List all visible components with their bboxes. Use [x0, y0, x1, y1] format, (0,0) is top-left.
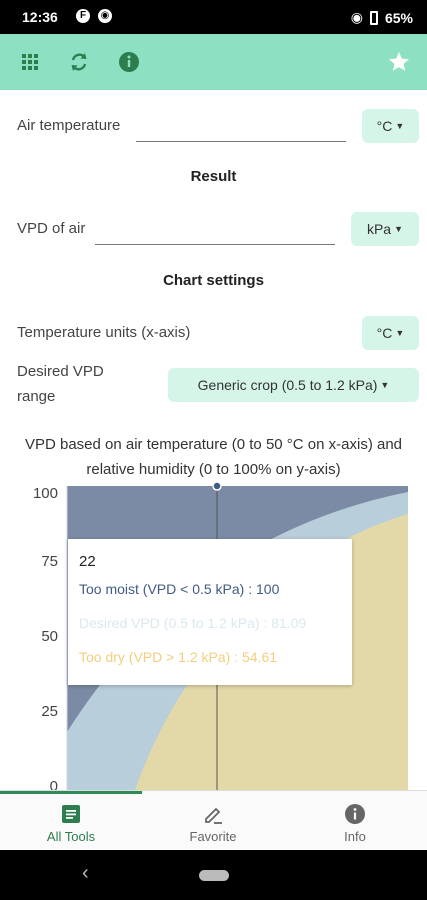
info-icon [345, 804, 365, 824]
air-temperature-unit-dropdown[interactable]: °C ▼ [362, 109, 419, 143]
vpd-underline [95, 244, 335, 245]
document-list-icon [62, 805, 80, 823]
nav-label: Favorite [189, 829, 237, 844]
vpd-range-value: Generic crop (0.5 to 1.2 kPa) [197, 377, 378, 393]
eye-icon: ◉ [350, 9, 363, 25]
home-pill[interactable] [199, 870, 229, 881]
temperature-units-value: °C [376, 325, 393, 341]
vpd-range-dropdown[interactable]: Generic crop (0.5 to 1.2 kPa) ▼ [168, 368, 419, 402]
apps-grid-icon[interactable] [16, 48, 44, 76]
nav-info[interactable]: Info [284, 791, 426, 851]
chart-tooltip: 22 Too moist (VPD < 0.5 kPa) : 100 Desir… [68, 539, 352, 685]
nav-label: Info [344, 829, 366, 844]
system-navigation-bar: ‹ [0, 850, 427, 900]
dropdown-arrow-icon: ▼ [394, 224, 404, 234]
battery-icon [369, 10, 378, 25]
app-toolbar [0, 34, 427, 90]
chart-settings-heading: Chart settings [163, 272, 264, 289]
vpd-unit-dropdown[interactable]: kPa ▼ [351, 212, 419, 246]
air-temperature-input[interactable] [136, 108, 346, 140]
air-temperature-underline [136, 141, 346, 142]
y-tick-label: 100 [33, 485, 58, 502]
star-icon[interactable] [385, 48, 413, 76]
bottom-navigation: All Tools Favorite Info [0, 790, 427, 850]
vpd-unit-value: kPa [366, 221, 392, 237]
air-temperature-label: Air temperature [17, 117, 121, 134]
dropdown-arrow-icon: ▼ [380, 380, 390, 390]
tooltip-row-desired: Desired VPD (0.5 to 1.2 kPa) : 81.09 [79, 615, 307, 631]
air-temperature-unit-value: °C [376, 118, 393, 134]
vpd-output-field[interactable] [95, 212, 335, 244]
status-time: 12:36 [22, 9, 58, 25]
notification-icon-2: ◉ [98, 9, 112, 23]
dropdown-arrow-icon: ▼ [395, 328, 405, 338]
pencil-icon [205, 807, 222, 824]
status-bar: 12:36 F ◉ ◉ 65% [0, 0, 427, 34]
chart-title-line2: relative humidity (0 to 100% on y-axis) [86, 461, 341, 478]
nav-favorite[interactable]: Favorite [142, 791, 284, 851]
vpd-range-label-line1: Desired VPD [17, 363, 104, 380]
temperature-units-label: Temperature units (x-axis) [17, 324, 191, 341]
chart-title: VPD based on air temperature (0 to 50 °C… [0, 432, 427, 482]
back-icon[interactable]: ‹ [82, 862, 89, 884]
chart-title-line1: VPD based on air temperature (0 to 50 °C… [24, 436, 403, 453]
vpd-label: VPD of air [17, 220, 86, 237]
active-indicator [0, 791, 142, 794]
vpd-range-label-line2: range [17, 388, 56, 405]
tooltip-x-value: 22 [79, 553, 96, 570]
temperature-units-dropdown[interactable]: °C ▼ [362, 316, 419, 350]
tooltip-row-too-dry: Too dry (VPD > 1.2 kPa) : 54.61 [79, 649, 278, 665]
y-tick-label: 25 [41, 703, 58, 720]
notification-icon: F [76, 9, 90, 23]
crosshair-point [212, 482, 222, 491]
nav-all-tools[interactable]: All Tools [0, 791, 142, 851]
y-tick-label: 50 [41, 628, 58, 645]
info-icon[interactable] [115, 48, 143, 76]
nav-label: All Tools [46, 829, 96, 844]
tooltip-row-too-moist: Too moist (VPD < 0.5 kPa) : 100 [79, 581, 280, 597]
refresh-icon[interactable] [65, 48, 93, 76]
battery-percent: 65% [384, 9, 413, 26]
y-tick-label: 75 [41, 553, 58, 570]
y-tick-label: 0 [50, 778, 58, 790]
dropdown-arrow-icon: ▼ [395, 121, 405, 131]
result-heading: Result [190, 168, 237, 185]
